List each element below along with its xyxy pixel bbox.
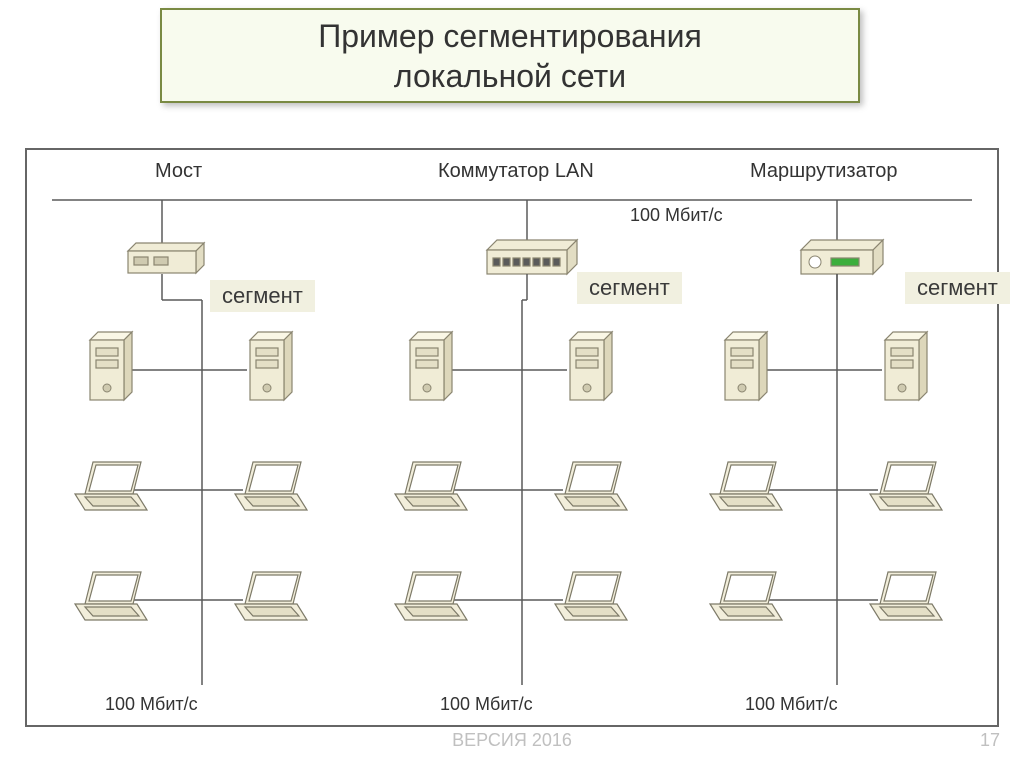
backbone-speed: 100 Мбит/с (630, 205, 723, 226)
bottom-speed-2: 100 Мбит/с (440, 694, 533, 715)
col-label-switch: Коммутатор LAN (438, 160, 594, 183)
footer-version: ВЕРСИЯ 2016 (0, 730, 1024, 751)
bottom-speed-3: 100 Мбит/с (745, 694, 838, 715)
slide-root: Пример сегментирования локальной сети Мо… (0, 0, 1024, 767)
segment-label-2: сегмент (577, 272, 682, 304)
col-label-bridge: Мост (155, 160, 202, 183)
slide-title: Пример сегментирования локальной сети (160, 8, 860, 103)
diagram-frame (25, 148, 999, 727)
title-line1: Пример сегментирования (162, 16, 858, 56)
network-diagram (27, 150, 997, 725)
col-label-router: Маршрутизатор (750, 160, 897, 183)
footer-page: 17 (980, 730, 1000, 751)
segment-label-1: сегмент (210, 280, 315, 312)
title-line2: локальной сети (162, 56, 858, 96)
segment-label-3: сегмент (905, 272, 1010, 304)
bottom-speed-1: 100 Мбит/с (105, 694, 198, 715)
